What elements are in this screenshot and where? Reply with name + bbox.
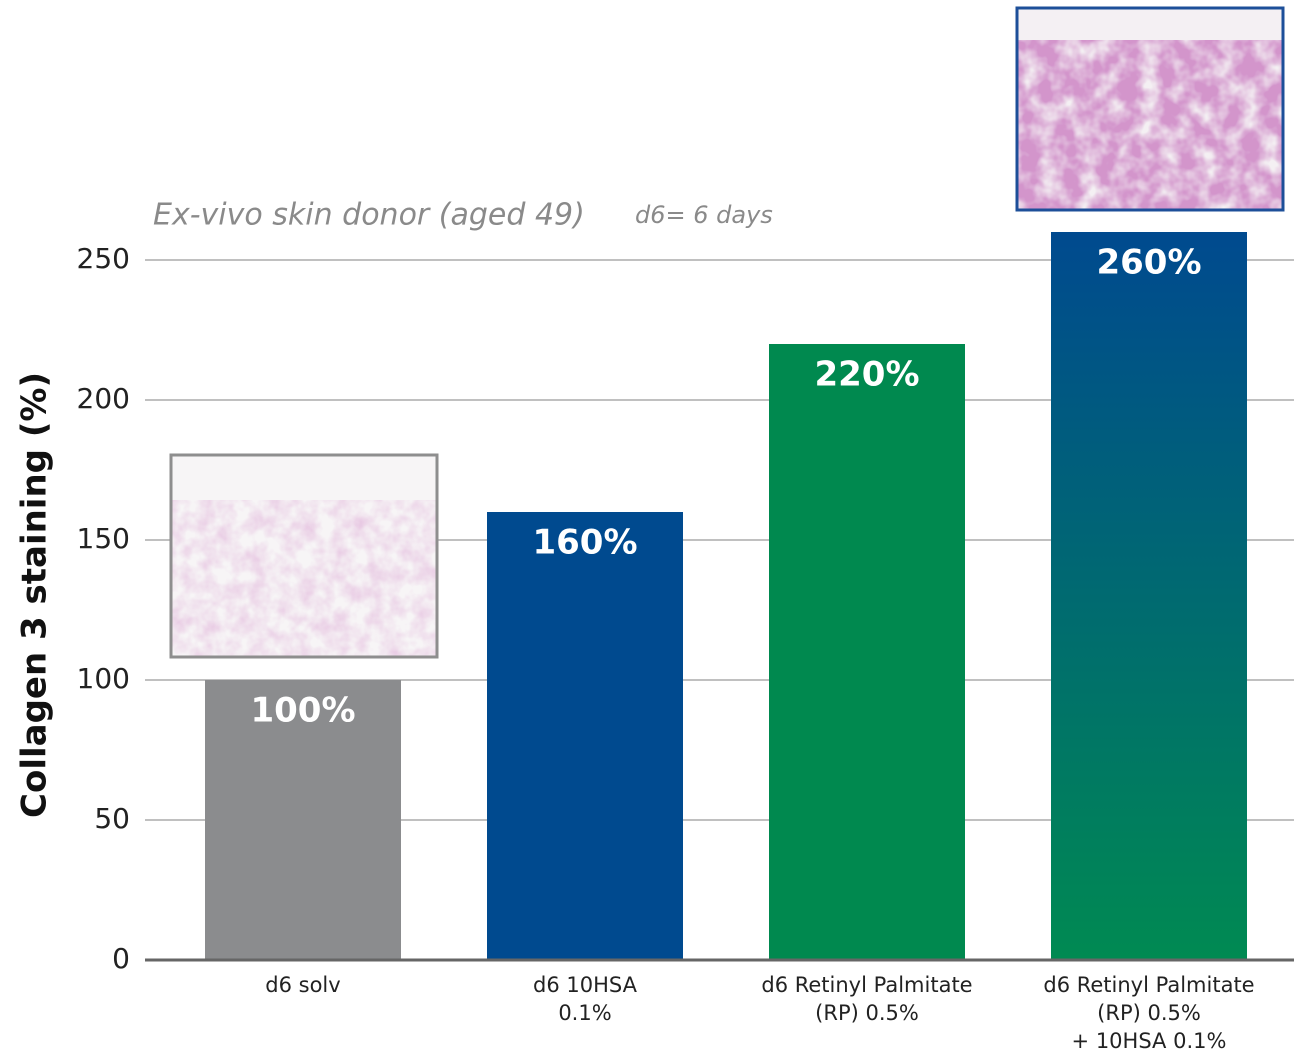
x-tick-label: d6 solv [265, 973, 340, 997]
histology-image [169, 453, 439, 659]
x-tick-label: + 10HSA 0.1% [1072, 1029, 1227, 1051]
y-tick-label: 100 [77, 662, 130, 695]
bar [487, 512, 683, 960]
y-tick-label: 250 [77, 242, 130, 275]
x-tick-label: d6 10HSA [533, 973, 638, 997]
x-tick-label: d6 Retinyl Palmitate [761, 973, 972, 997]
x-tick-label: (RP) 0.5% [815, 1001, 919, 1025]
bar [205, 680, 401, 960]
bar [769, 344, 965, 960]
bar [1051, 232, 1247, 960]
annotation: Ex-vivo skin donor (aged 49) [153, 198, 585, 233]
y-tick-label: 200 [77, 382, 130, 415]
value-label: 260% [1096, 243, 1201, 283]
histology-image [1015, 6, 1285, 212]
annotation: d6= 6 days [635, 201, 773, 229]
y-axis-label: Collagen 3 staining (%) [15, 372, 55, 818]
x-tick-label: (RP) 0.5% [1097, 1001, 1201, 1025]
value-label: 100% [250, 691, 355, 731]
y-tick-label: 50 [94, 802, 130, 835]
y-tick-label: 150 [77, 522, 130, 555]
y-tick-label: 0 [112, 942, 130, 975]
x-tick-label: 0.1% [558, 1001, 611, 1025]
value-label: 220% [814, 355, 919, 395]
value-label: 160% [532, 523, 637, 563]
x-tick-label: d6 Retinyl Palmitate [1043, 973, 1254, 997]
